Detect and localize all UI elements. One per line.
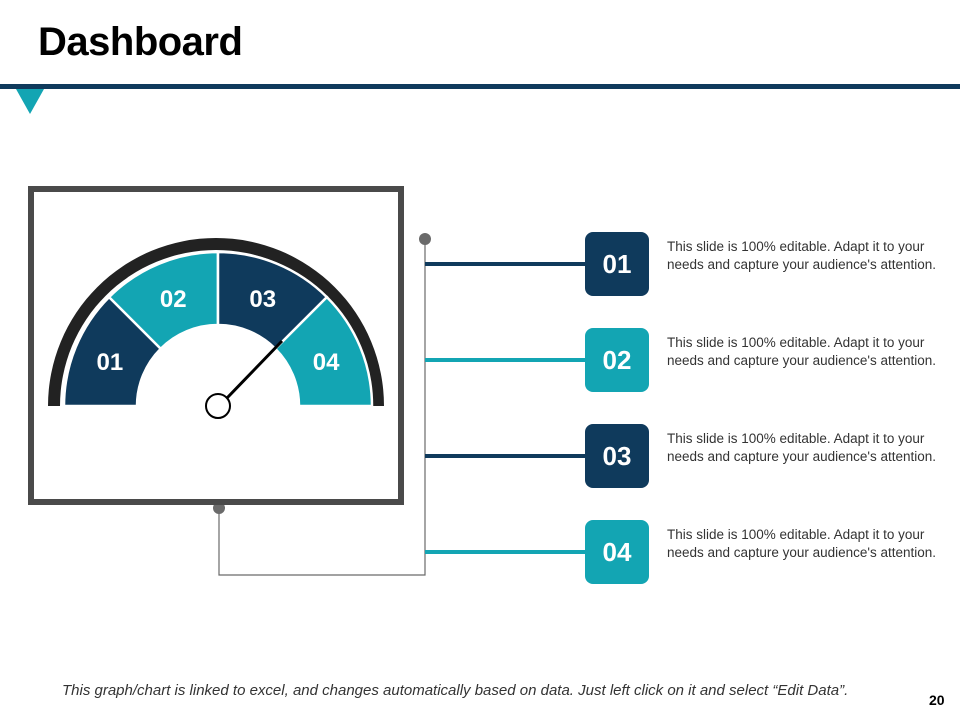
item-badge-04: 04 — [585, 520, 649, 584]
item-badge-01: 01 — [585, 232, 649, 296]
item-description-04: This slide is 100% editable. Adapt it to… — [667, 527, 937, 560]
gauge-segment-label-01: 01 — [97, 349, 124, 376]
footnote: This graph/chart is linked to excel, and… — [62, 682, 849, 699]
title-divider — [0, 84, 960, 89]
gauge-segment-label-02: 02 — [160, 286, 187, 313]
item-description-01: This slide is 100% editable. Adapt it to… — [667, 239, 937, 272]
gauge-segment-label-04: 04 — [313, 349, 340, 376]
gauge-chart: 01 02 03 04 — [48, 238, 384, 419]
title-arrow-icon — [16, 89, 44, 114]
gauge-needle — [225, 339, 284, 400]
page-number: 20 — [929, 692, 945, 708]
item-description-02: This slide is 100% editable. Adapt it to… — [667, 335, 937, 368]
gauge-frame: 01 02 03 04 — [28, 186, 404, 505]
item-description-03: This slide is 100% editable. Adapt it to… — [667, 431, 937, 464]
connector-gauge-path — [218, 239, 426, 576]
item-badge-03: 03 — [585, 424, 649, 488]
item-badge-02: 02 — [585, 328, 649, 392]
slide-title: Dashboard — [38, 20, 243, 64]
connector-dot-gauge — [213, 502, 225, 514]
gauge-needle-hub — [205, 393, 231, 419]
connector-dot-top — [419, 233, 431, 245]
gauge-segment-04 — [273, 295, 374, 408]
gauge-segment-label-03: 03 — [249, 286, 276, 313]
